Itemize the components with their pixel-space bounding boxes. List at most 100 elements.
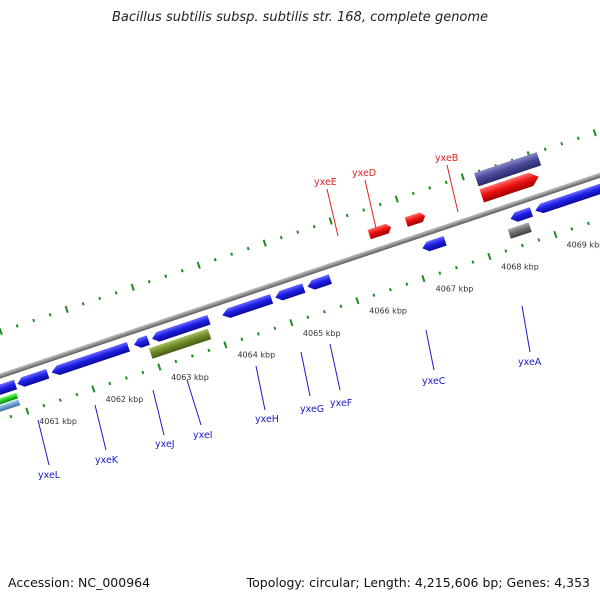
ruler-minor-tick (279, 235, 283, 240)
gene-label-yxeB[interactable]: yxeB (435, 153, 458, 164)
gene-label-yxeE[interactable]: yxeE (314, 177, 337, 188)
ruler-minor-tick (560, 142, 564, 146)
gene-yxeH[interactable] (221, 294, 274, 320)
ruler-minor-tick (164, 274, 168, 279)
ruler-minor-tick (147, 280, 151, 284)
ruler-upper (0, 129, 597, 336)
ruler-major-tick (460, 173, 465, 181)
ruler-minor-tick (108, 381, 112, 386)
ruler-major-tick (64, 305, 69, 314)
ruler-minor-tick (405, 282, 409, 286)
ruler-major-tick (487, 252, 492, 261)
ruler-major-tick (130, 283, 135, 291)
ruler-minor-tick (98, 296, 102, 301)
ruler-minor-tick (246, 246, 250, 251)
leader-yxeH (255, 365, 266, 411)
ruler-major-tick (223, 341, 228, 349)
ruler-major-tick (421, 274, 426, 283)
gene-blue-edge-left[interactable] (0, 379, 18, 397)
gene-label-yxeA[interactable]: yxeA (518, 357, 542, 368)
gene-blue-edge-right[interactable] (534, 174, 600, 215)
ruler-minor-tick (190, 354, 194, 358)
ruler-minor-tick (322, 310, 326, 314)
gene-label-yxeG[interactable]: yxeG (300, 404, 324, 415)
gene-yxeA[interactable] (509, 207, 533, 223)
gene-label-yxeK[interactable]: yxeK (95, 455, 119, 466)
leader-yxeF (329, 343, 341, 391)
ruler-minor-tick (504, 249, 508, 253)
gene-label-yxeI[interactable]: yxeI (193, 430, 213, 441)
leader-yxeK (94, 404, 107, 451)
topology-text: Topology: circular; Length: 4,215,606 bp… (246, 575, 590, 590)
leader-yxeB (446, 164, 459, 213)
gene-label-yxeH[interactable]: yxeH (255, 414, 279, 425)
ruler-major-tick (355, 297, 360, 305)
ruler-major-tick (157, 363, 162, 371)
ruler-minor-tick (454, 265, 458, 270)
ruler-major-tick (25, 407, 30, 415)
ruler-minor-tick (207, 348, 211, 353)
gene-yxeG[interactable] (274, 283, 306, 302)
ruler-minor-tick (15, 324, 19, 328)
gene-yxeF[interactable] (306, 274, 332, 291)
gene-yxeC[interactable] (421, 236, 447, 253)
ruler-label-4064: 4064 kbp (237, 351, 275, 360)
gene-yxeB[interactable] (479, 170, 541, 203)
gene-label-yxeC[interactable]: yxeC (422, 376, 446, 387)
ruler-minor-tick (230, 252, 234, 256)
gene-yxeI[interactable] (150, 315, 211, 344)
gene-yxeE[interactable] (367, 223, 393, 240)
ruler-minor-tick (520, 243, 524, 248)
gene-yxeK[interactable] (50, 342, 130, 377)
gene-purple-feature[interactable] (474, 152, 542, 187)
forward-gene-labels: yxeE yxeD yxeB (314, 153, 459, 237)
map-title: Bacillus subtilis subsp. subtilis str. 1… (111, 10, 489, 25)
ruler-minor-tick (378, 202, 382, 207)
ruler-label-4061: 4061 kbp (39, 417, 77, 426)
ruler-major-tick (0, 327, 3, 336)
ruler-minor-tick (312, 224, 316, 229)
gene-green-feature[interactable] (0, 392, 19, 406)
ruler-major-tick (262, 239, 267, 247)
gene-label-yxeF[interactable]: yxeF (330, 398, 352, 409)
ruler-minor-tick (174, 359, 178, 364)
ruler-minor-tick (586, 221, 590, 226)
ruler-major-tick (592, 129, 597, 137)
accession-text: Accession: NC_000964 (8, 575, 151, 590)
gene-olive-feature[interactable] (148, 328, 212, 359)
ruler-minor-tick (438, 271, 442, 275)
leader-yxeL (37, 419, 50, 466)
gene-label-yxeL[interactable]: yxeL (38, 470, 61, 481)
gene-yxeD[interactable] (404, 211, 427, 227)
ruler-label-4068: 4068 kbp (501, 262, 539, 271)
leader-yxeG (300, 351, 311, 397)
ruler-minor-tick (576, 136, 580, 140)
leader-yxeJ (152, 389, 165, 436)
ruler-label-4065: 4065 kbp (303, 329, 341, 338)
gene-label-yxeJ[interactable]: yxeJ (155, 439, 175, 450)
ruler-minor-tick (428, 186, 432, 190)
ruler-minor-tick (543, 147, 547, 152)
gene-lightblue-feature[interactable] (0, 399, 21, 413)
ruler-minor-tick (345, 213, 349, 218)
ruler-minor-tick (362, 208, 366, 212)
leader-yxeE (326, 188, 339, 237)
ruler-minor-tick (296, 230, 300, 234)
gene-gray-feature[interactable] (507, 222, 532, 239)
ruler-minor-tick (537, 238, 541, 242)
ruler-minor-tick (81, 302, 85, 306)
ruler-label-4069: 4069 kbp (567, 241, 600, 250)
ruler-labels: 4061 kbp 4062 kbp 4063 kbp 4064 kbp 4065… (39, 241, 600, 426)
ruler-minor-tick (471, 260, 475, 264)
gene-yxeL[interactable] (16, 368, 50, 389)
ruler-minor-tick (124, 376, 128, 380)
ruler-major-tick (328, 217, 333, 225)
ruler-lower (9, 221, 590, 419)
ruler-minor-tick (75, 392, 79, 397)
gene-label-yxeD[interactable]: yxeD (352, 168, 376, 179)
ruler-minor-tick (213, 257, 217, 262)
ruler-minor-tick (411, 191, 415, 196)
gene-yxeJ[interactable] (132, 335, 150, 349)
ruler-minor-tick (48, 313, 52, 317)
